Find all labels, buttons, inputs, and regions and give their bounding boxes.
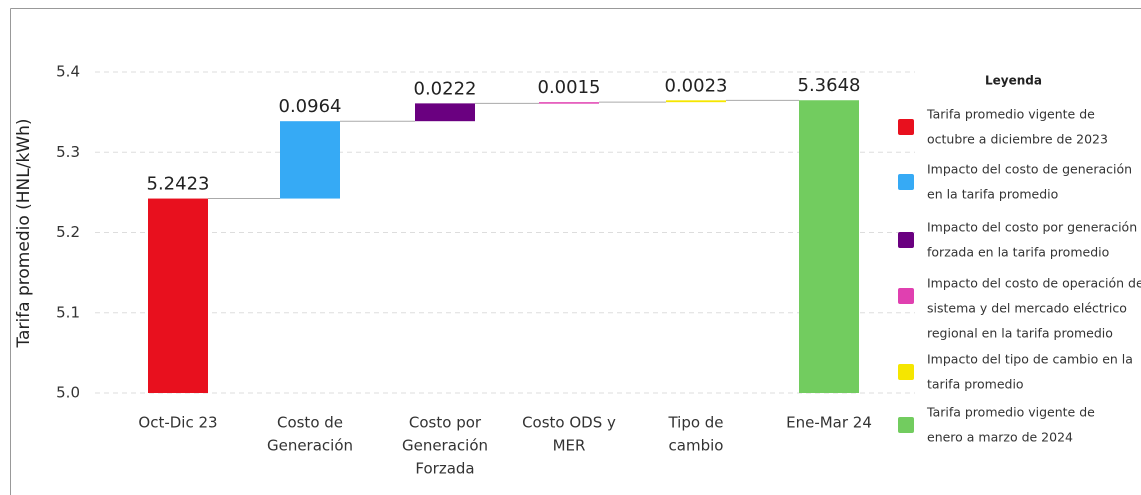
value-label: 5.2423 xyxy=(147,174,210,195)
bar xyxy=(280,121,340,199)
value-label: 0.0964 xyxy=(279,96,342,117)
legend-label: sistema y del mercado eléctrico xyxy=(927,301,1127,316)
legend-swatch xyxy=(898,364,914,380)
y-tick-label: 5.4 xyxy=(56,63,80,81)
x-tick-label: Generación xyxy=(267,437,353,455)
value-label: 0.0023 xyxy=(665,75,728,96)
legend-label: Impacto del costo de operación de xyxy=(927,276,1141,291)
legend-label: Impacto del costo de generación xyxy=(927,162,1132,177)
legend-swatch xyxy=(898,417,914,433)
x-tick-label: MER xyxy=(553,437,586,455)
x-tick-label: Tipo de xyxy=(667,414,723,432)
legend-label: Tarifa promedio vigente de xyxy=(926,405,1095,420)
legend-label: Tarifa promedio vigente de xyxy=(926,107,1095,122)
legend-label: octubre a diciembre de 2023 xyxy=(927,132,1108,147)
legend-swatch xyxy=(898,174,914,190)
legend-swatch xyxy=(898,288,914,304)
legend-label: tarifa promedio xyxy=(927,377,1024,392)
bar xyxy=(415,103,475,122)
x-tick-label: Costo ODS y xyxy=(522,414,616,432)
value-label: 0.0222 xyxy=(414,78,477,99)
y-tick-label: 5.0 xyxy=(56,384,80,402)
legend-swatch xyxy=(898,232,914,248)
legend-label: en la tarifa promedio xyxy=(927,187,1058,202)
bar xyxy=(148,198,208,393)
x-tick-label: Costo de xyxy=(277,414,343,432)
value-label: 0.0015 xyxy=(538,77,601,98)
bar xyxy=(666,100,726,103)
legend-swatch xyxy=(898,119,914,135)
y-tick-label: 5.2 xyxy=(56,223,80,241)
legend-label: Impacto del tipo de cambio en la xyxy=(927,352,1133,367)
x-tick-label: Oct-Dic 23 xyxy=(138,414,217,432)
bar xyxy=(799,100,859,394)
legend-label: regional en la tarifa promedio xyxy=(927,326,1113,341)
x-tick-label: Costo por xyxy=(409,414,482,432)
bar xyxy=(539,102,599,104)
legend-label: enero a marzo de 2024 xyxy=(927,430,1073,445)
y-tick-label: 5.3 xyxy=(56,143,80,161)
legend-label: forzada en la tarifa promedio xyxy=(927,245,1109,260)
legend-title: Leyenda xyxy=(985,74,1042,88)
x-tick-label: Ene-Mar 24 xyxy=(786,414,872,432)
x-tick-label: Forzada xyxy=(415,460,474,478)
y-tick-label: 5.1 xyxy=(56,303,80,321)
legend-label: Impacto del costo por generación xyxy=(927,220,1137,235)
x-tick-label: cambio xyxy=(669,437,724,455)
y-axis-label: Tarifa promedio (HNL/kWh) xyxy=(14,118,34,348)
x-tick-label: Generación xyxy=(402,437,488,455)
value-label: 5.3648 xyxy=(798,75,861,96)
